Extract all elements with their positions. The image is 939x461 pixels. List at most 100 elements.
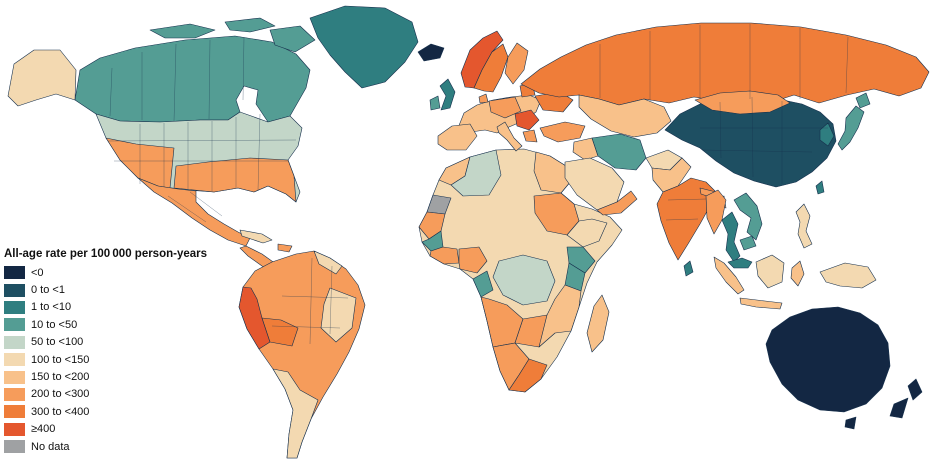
legend-item-2: 1 to <10 <box>4 299 207 316</box>
legend-label: 100 to <150 <box>31 353 90 366</box>
region-iraq <box>572 137 599 161</box>
legend-item-10: No data <box>4 438 207 455</box>
region-ghana-ivory-coast <box>429 246 460 265</box>
region-madagascar <box>586 294 610 353</box>
region-new-zealand-south <box>889 397 909 419</box>
legend-item-4: 50 to <100 <box>4 334 207 351</box>
region-hispaniola <box>277 243 293 253</box>
region-iceland <box>417 43 445 62</box>
legend-swatch <box>4 370 25 384</box>
legend-label: 1 to <10 <box>31 301 72 314</box>
legend-swatch <box>4 283 25 297</box>
region-greece <box>522 129 538 143</box>
region-ireland <box>429 95 441 111</box>
legend-label: ≥400 <box>31 423 56 436</box>
region-tasmania <box>844 416 857 430</box>
region-korea <box>819 122 835 147</box>
region-egypt <box>533 151 572 194</box>
region-arctic-islands-west <box>149 23 216 39</box>
legend-item-9: ≥400 <box>4 421 207 438</box>
region-sulawesi <box>790 260 805 287</box>
legend-item-1: 0 to <1 <box>4 281 207 298</box>
region-italy <box>496 121 523 152</box>
legend-swatch <box>4 335 25 349</box>
legend-swatch <box>4 353 25 367</box>
region-nigeria <box>458 246 488 274</box>
legend-label: 300 to <400 <box>31 405 90 418</box>
region-guyanas <box>313 250 343 275</box>
legend-label: 10 to <50 <box>31 318 78 331</box>
region-borneo <box>755 254 785 289</box>
legend-swatch <box>4 266 25 280</box>
region-drc <box>492 254 556 306</box>
region-japan <box>837 105 865 151</box>
region-java <box>739 297 783 310</box>
region-kenya-uganda <box>566 246 596 274</box>
region-sri-lanka <box>683 260 694 277</box>
region-baffin-island <box>269 25 316 53</box>
region-argentina <box>272 368 319 459</box>
region-finland <box>504 42 529 85</box>
region-iberia <box>437 123 478 151</box>
legend-swatch <box>4 300 25 314</box>
legend-label: 200 to <300 <box>31 388 90 401</box>
region-mongolia <box>694 90 791 115</box>
region-thailand <box>721 211 741 263</box>
legend-label: 150 to <200 <box>31 371 90 384</box>
legend-item-7: 200 to <300 <box>4 386 207 403</box>
region-algeria <box>450 149 502 197</box>
region-germany-poland <box>488 96 522 119</box>
region-vietnam-laos <box>733 192 763 241</box>
legend-items: <0 0 to <1 1 to <10 10 to <50 50 to <100 100 … <box>4 264 207 455</box>
legend-swatch <box>4 318 25 332</box>
region-philippines <box>795 203 813 249</box>
region-brazil-east <box>320 287 357 343</box>
region-united-kingdom <box>439 78 456 111</box>
region-cambodia <box>739 235 757 251</box>
legend: All-age rate per 100 000 person-years <0… <box>4 248 207 455</box>
region-new-guinea <box>819 262 877 289</box>
region-new-zealand-north <box>907 378 923 401</box>
region-turkey <box>539 121 586 143</box>
legend-item-6: 150 to <200 <box>4 368 207 385</box>
legend-item-0: <0 <box>4 264 207 281</box>
legend-item-3: 10 to <50 <box>4 316 207 333</box>
legend-swatch <box>4 440 25 454</box>
legend-label: 50 to <100 <box>31 336 84 349</box>
region-congo-gabon <box>472 270 494 298</box>
region-balkans <box>514 109 540 131</box>
region-senegal-guinea <box>418 211 446 240</box>
region-india <box>656 177 717 261</box>
region-pakistan <box>651 157 692 193</box>
legend-swatch <box>4 405 25 419</box>
legend-swatch <box>4 387 25 401</box>
region-denmark <box>478 93 489 104</box>
legend-label: 0 to <1 <box>31 284 65 297</box>
region-south-africa <box>508 358 548 393</box>
regions <box>7 5 930 459</box>
legend-label: No data <box>31 440 70 453</box>
admin-borders-lines <box>107 24 849 345</box>
legend-title: All-age rate per 100 000 person-years <box>4 248 208 260</box>
region-norway <box>460 30 504 89</box>
region-japan-north <box>855 92 871 109</box>
region-kazakhstan <box>578 94 672 138</box>
region-greenland <box>309 5 419 89</box>
region-mozambique <box>538 284 582 348</box>
region-sumatra <box>713 256 745 295</box>
region-taiwan <box>815 180 825 195</box>
legend-item-5: 100 to <150 <box>4 351 207 368</box>
region-iran <box>591 133 647 171</box>
region-usa-south <box>173 157 297 203</box>
legend-item-8: 300 to <400 <box>4 403 207 420</box>
region-yemen-oman <box>596 190 638 216</box>
region-bolivia <box>261 317 299 347</box>
region-cuba <box>239 229 273 244</box>
region-australia <box>765 306 891 413</box>
legend-swatch <box>4 422 25 436</box>
region-alaska <box>7 49 77 107</box>
region-malaysia <box>727 257 753 269</box>
legend-label: <0 <box>31 266 44 279</box>
